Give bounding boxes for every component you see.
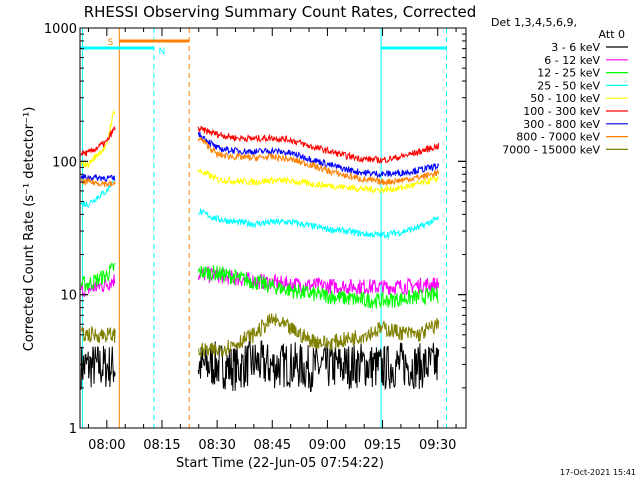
chart-title: RHESSI Observing Summary Count Rates, Co… — [84, 3, 477, 21]
x-tick-label: 09:15 — [364, 438, 401, 453]
series-5 — [80, 125, 440, 164]
x-tick-label: 09:00 — [309, 438, 346, 453]
series-7 — [80, 136, 440, 188]
legend-subheader: Att 0 — [599, 28, 625, 41]
legend-entry-label: 6 - 12 keV — [544, 54, 600, 67]
series-2 — [80, 262, 440, 309]
series-line — [80, 313, 440, 358]
x-tick-label: 08:30 — [198, 438, 235, 453]
legend-entry-label: 800 - 7000 keV — [516, 131, 600, 144]
legend-entry-label: 25 - 50 keV — [537, 79, 600, 92]
series-line — [80, 340, 440, 393]
series-line — [80, 175, 439, 240]
x-tick-label: 08:00 — [88, 438, 125, 453]
x-tick-label: 08:45 — [254, 438, 291, 453]
y-axis: 1 10 100 1000 — [44, 22, 466, 437]
series-3 — [80, 175, 439, 240]
legend-entry-label: 100 - 300 keV — [523, 105, 600, 118]
series-0 — [80, 340, 440, 393]
y-tick-label: 100 — [52, 155, 77, 170]
plot-frame — [79, 27, 467, 429]
series-8 — [80, 313, 440, 358]
legend-entry-label: 7000 - 15000 keV — [502, 143, 600, 156]
y-axis-label: Corrected Count Rate (s⁻¹ detector⁻¹) — [22, 107, 37, 352]
y-tick-label: 10 — [60, 289, 77, 304]
y-tick-label: 1000 — [44, 22, 77, 37]
legend-entry-label: 50 - 100 keV — [530, 92, 600, 105]
flag-label-N: N — [159, 47, 166, 57]
series-line — [80, 125, 440, 164]
x-axis: 08:00 08:15 08:30 08:45 09:00 09:15 09:30 — [87, 28, 457, 453]
x-tick-label: 09:30 — [419, 438, 456, 453]
series-line — [80, 262, 440, 309]
flag-label-S: S — [107, 38, 113, 48]
series-4 — [80, 110, 439, 194]
plot-area: SN — [80, 28, 448, 428]
series-line — [80, 136, 440, 188]
x-tick-label: 08:15 — [143, 438, 180, 453]
y-tick-label: 1 — [69, 422, 77, 437]
legend-entry-label: 300 - 800 keV — [523, 118, 600, 131]
legend-header: Det 1,3,4,5,6,9, — [491, 16, 577, 29]
x-axis-label: Start Time (22-Jun-05 07:54:22) — [176, 456, 384, 471]
footer-timestamp: 17-Oct-2021 15:41 — [560, 468, 636, 477]
series-line — [80, 110, 439, 194]
legend-entry-label: 3 - 6 keV — [551, 41, 600, 54]
legend-entry-label: 12 - 25 keV — [537, 67, 600, 80]
